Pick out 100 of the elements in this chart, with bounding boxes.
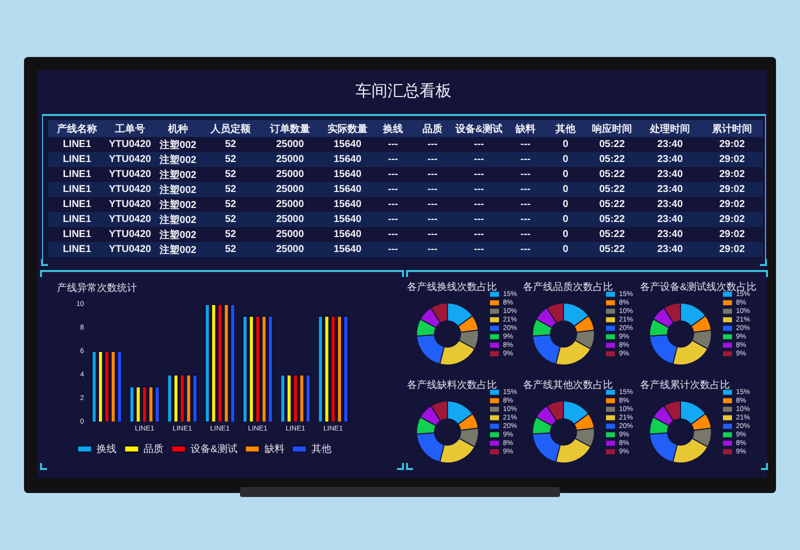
text: 25000: [276, 154, 304, 165]
text: 23:40: [657, 169, 683, 180]
text: ---: [474, 169, 484, 180]
text: LINE1: [62, 244, 92, 255]
text: 23:40: [657, 139, 683, 150]
text: 23:40: [657, 199, 683, 210]
text: YTU0420: [108, 139, 152, 150]
text: 注塑002: [160, 170, 196, 180]
text: 05:22: [599, 229, 625, 240]
text: 05:22: [599, 139, 625, 150]
text: YTU0420: [108, 169, 152, 180]
text: 15640: [334, 169, 362, 180]
text: ---: [428, 214, 438, 225]
text: 注塑002: [160, 184, 196, 196]
text: ---: [428, 244, 438, 255]
text: ---: [520, 154, 530, 165]
category-label: 订单数量: [259, 120, 321, 137]
text: 23:40: [657, 184, 683, 195]
legend-label: 缺料: [264, 442, 284, 455]
text: ---: [428, 139, 438, 150]
text: 52: [224, 214, 236, 225]
text: 15640: [334, 244, 362, 255]
text: ---: [388, 139, 398, 150]
text: 15640: [334, 199, 362, 210]
text: 注塑002: [160, 230, 196, 240]
text: YTU0420: [108, 199, 152, 210]
text: ---: [474, 244, 484, 255]
text: LINE1: [62, 139, 92, 150]
category-label: 工单号: [106, 120, 154, 137]
legend-label: 换线: [96, 442, 117, 455]
text: 52: [224, 244, 236, 255]
category-label: 换线: [374, 120, 412, 137]
text: 注塑002: [160, 214, 196, 226]
text: YTU0420: [108, 229, 152, 240]
text: ---: [388, 169, 398, 180]
text: 05:22: [599, 199, 625, 210]
text: YTU0420: [108, 214, 152, 225]
text: YTU0420: [108, 154, 152, 165]
chart-title: 各产设备&测试线次数占比: [640, 280, 757, 293]
text: 52: [224, 139, 236, 150]
text: ---: [428, 229, 438, 240]
chart-title: 各产线品质次数占比: [523, 280, 613, 293]
category-label: 累计时间: [701, 120, 763, 137]
text: 52: [224, 199, 236, 210]
text: 0: [562, 199, 568, 210]
chart-title: 各产线换线次数占比: [407, 280, 497, 293]
text: 0: [562, 169, 568, 180]
text: 52: [224, 229, 236, 240]
text: LINE1: [62, 169, 92, 180]
text: 29:02: [719, 214, 745, 225]
text: 29:02: [719, 199, 745, 210]
text: 05:22: [599, 214, 625, 225]
text: 52: [224, 154, 236, 165]
text: 25000: [276, 184, 304, 195]
text: ---: [474, 214, 484, 225]
text: 注塑002: [160, 140, 196, 150]
text: ---: [520, 199, 530, 210]
text: 0: [562, 139, 568, 150]
text: ---: [474, 184, 484, 195]
text: 25000: [276, 229, 304, 240]
category-label: 机种: [154, 120, 202, 137]
chart-title: 各产线累计次数占比: [640, 378, 730, 391]
category-label: 实际数量: [321, 120, 374, 137]
text: 0: [562, 244, 568, 255]
category-label: 设备&测试: [453, 120, 505, 137]
text: 29:02: [719, 139, 745, 150]
text: 0: [562, 154, 568, 165]
legend-label: 其他: [311, 442, 332, 455]
text: 29:02: [719, 229, 745, 240]
text: ---: [520, 244, 530, 255]
text: LINE1: [62, 184, 92, 195]
text: 注塑002: [160, 154, 196, 166]
text: 52: [224, 169, 236, 180]
text: 15640: [334, 154, 362, 165]
text: ---: [520, 229, 530, 240]
text: ---: [388, 244, 398, 255]
text: 注塑002: [160, 200, 196, 210]
text: 23:40: [657, 229, 683, 240]
legend-label: 设备&测试: [190, 442, 238, 455]
text: LINE1: [62, 229, 92, 240]
text: LINE1: [62, 154, 92, 165]
text: 15640: [334, 184, 362, 195]
text: 29:02: [719, 154, 745, 165]
text: 25000: [276, 244, 304, 255]
text: 0: [562, 214, 568, 225]
text: 0: [562, 184, 568, 195]
text: ---: [388, 214, 398, 225]
text: ---: [428, 154, 438, 165]
chart-title: 产线异常次数统计: [57, 282, 137, 294]
text: YTU0420: [108, 184, 152, 195]
text: ---: [388, 154, 398, 165]
text: 注塑002: [160, 244, 196, 256]
category-label: 品质: [412, 120, 453, 137]
text: YTU0420: [108, 244, 152, 255]
category-label: 响应时间: [585, 120, 639, 137]
text: ---: [428, 199, 438, 210]
text: 25000: [276, 169, 304, 180]
text: 23:40: [657, 214, 683, 225]
text: ---: [520, 169, 530, 180]
chart-title: 各产线缺料次数占比: [407, 378, 497, 391]
